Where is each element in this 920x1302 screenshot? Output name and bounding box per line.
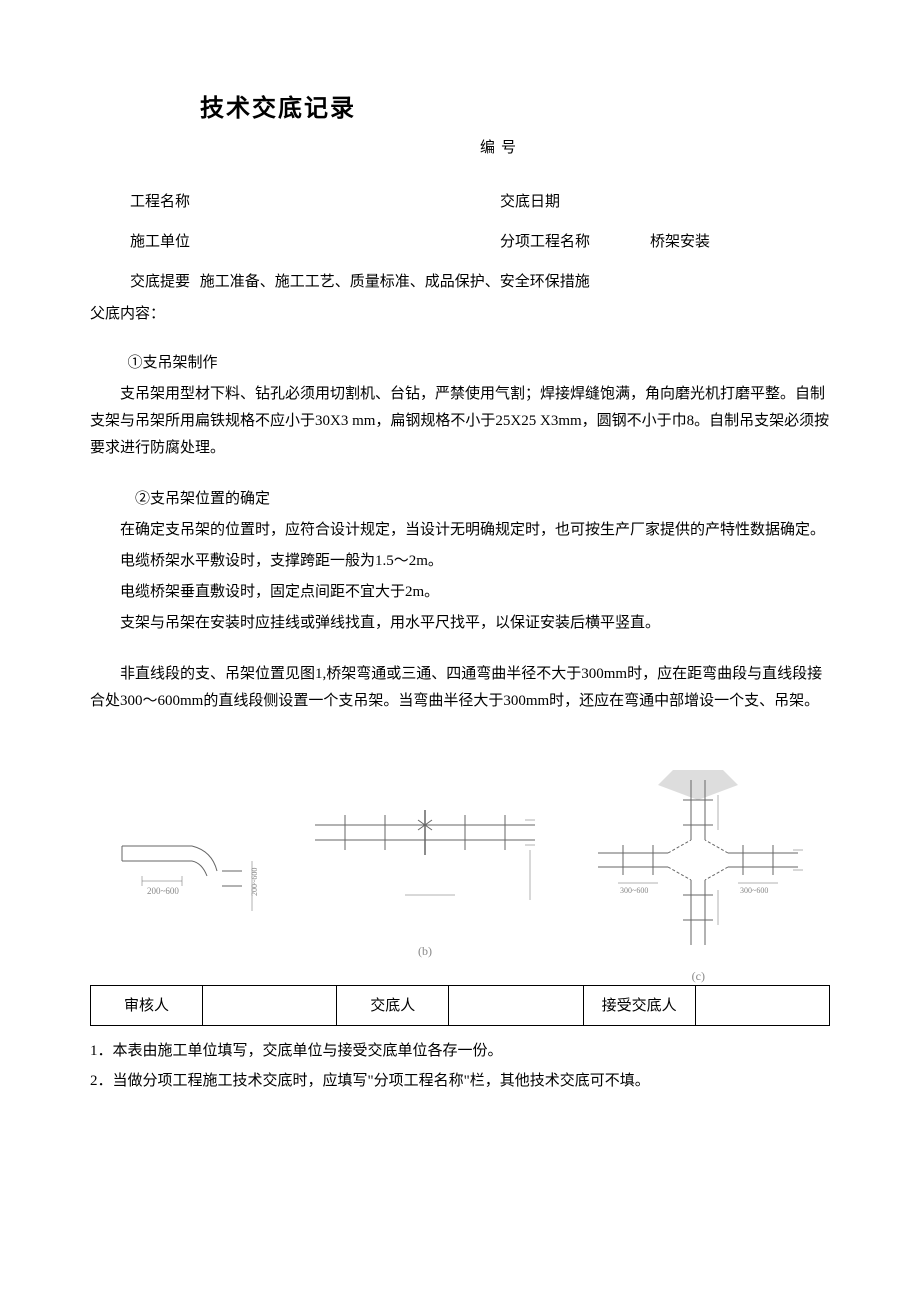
section2-p5: 非直线段的支、吊架位置见图1,桥架弯通或三通、四通弯曲半径不大于300mm时，应… bbox=[90, 661, 830, 715]
reviewer-value bbox=[202, 986, 336, 1026]
content-body: ①支吊架制作 支吊架用型材下料、钻孔必须用切割机、台钻，严禁使用气割；焊接焊缝饱… bbox=[90, 350, 830, 715]
summary-label: 交底提要 bbox=[130, 274, 190, 290]
document-number-label: 编号 bbox=[480, 136, 830, 160]
header-row-unit: 施工单位 分项工程名称 桥架安装 bbox=[90, 230, 830, 254]
receiver-value bbox=[695, 986, 829, 1026]
submitter-label: 交底人 bbox=[337, 986, 449, 1026]
section2-p1: 在确定支吊架的位置时，应符合设计规定，当设计无明确规定时，也可按生产厂家提供的产… bbox=[90, 517, 830, 544]
construction-unit-label: 施工单位 bbox=[130, 230, 210, 254]
notes-section: 1．本表由施工单位填写，交底单位与接受交底单位各存一份。 2．当做分项工程施工技… bbox=[90, 1036, 830, 1096]
section1-heading: ①支吊架制作 bbox=[90, 350, 830, 377]
diagram-b: (b) bbox=[305, 790, 545, 961]
diagram-c-label: (c) bbox=[588, 967, 808, 986]
note-2: 2．当做分项工程施工技术交底时，应填写"分项工程名称"栏，其他技术交底可不填。 bbox=[90, 1066, 830, 1096]
note-1: 1．本表由施工单位填写，交底单位与接受交底单位各存一份。 bbox=[90, 1036, 830, 1066]
summary-value: 施工准备、施工工艺、质量标准、成品保护、安全环保措施 bbox=[200, 274, 590, 290]
sub-project-label: 分项工程名称 bbox=[500, 230, 600, 254]
section2-p4: 支架与吊架在安装时应挂线或弹线找直，用水平尺找平，以保证安装后横平竖直。 bbox=[90, 610, 830, 637]
diagram-b-svg bbox=[305, 790, 545, 930]
svg-text:300~600: 300~600 bbox=[620, 886, 648, 895]
summary-row: 交底提要 施工准备、施工工艺、质量标准、成品保护、安全环保措施 bbox=[90, 270, 830, 294]
project-name-label: 工程名称 bbox=[130, 190, 210, 214]
svg-text:300~600: 300~600 bbox=[740, 886, 768, 895]
submitter-value bbox=[449, 986, 583, 1026]
svg-text:200~600: 200~600 bbox=[250, 868, 259, 896]
diagrams-container: 200~600 200~600 (b) bbox=[90, 775, 830, 975]
section2-heading: ②支吊架位置的确定 bbox=[90, 486, 830, 513]
sub-project-value: 桥架安装 bbox=[650, 230, 710, 254]
receiver-label: 接受交底人 bbox=[583, 986, 695, 1026]
reviewer-label: 审核人 bbox=[91, 986, 203, 1026]
diagram-c: 300~600 300~600 (c) bbox=[588, 765, 808, 986]
section2-p3: 电缆桥架垂直敷设时，固定点间距不宜大于2m。 bbox=[90, 579, 830, 606]
content-heading: 父底内容： bbox=[90, 302, 830, 326]
section1-p1: 支吊架用型材下料、钻孔必须用切割机、台钻，严禁使用气割；焊接焊缝饱满，角向磨光机… bbox=[90, 381, 830, 462]
diagram-a-svg: 200~600 200~600 bbox=[112, 801, 262, 941]
diagram-b-label: (b) bbox=[305, 942, 545, 961]
date-label: 交底日期 bbox=[500, 190, 600, 214]
signature-table: 审核人 交底人 接受交底人 bbox=[90, 985, 830, 1026]
section2-p2: 电缆桥架水平敷设时，支撑跨距一般为1.5～2m。 bbox=[90, 548, 830, 575]
diagram-a: 200~600 200~600 bbox=[112, 801, 262, 949]
header-row-project: 工程名称 交底日期 bbox=[90, 190, 830, 214]
document-title: 技术交底记录 bbox=[200, 90, 830, 128]
diagram-a-dim: 200~600 bbox=[147, 886, 179, 896]
diagram-c-svg: 300~600 300~600 bbox=[588, 765, 808, 955]
